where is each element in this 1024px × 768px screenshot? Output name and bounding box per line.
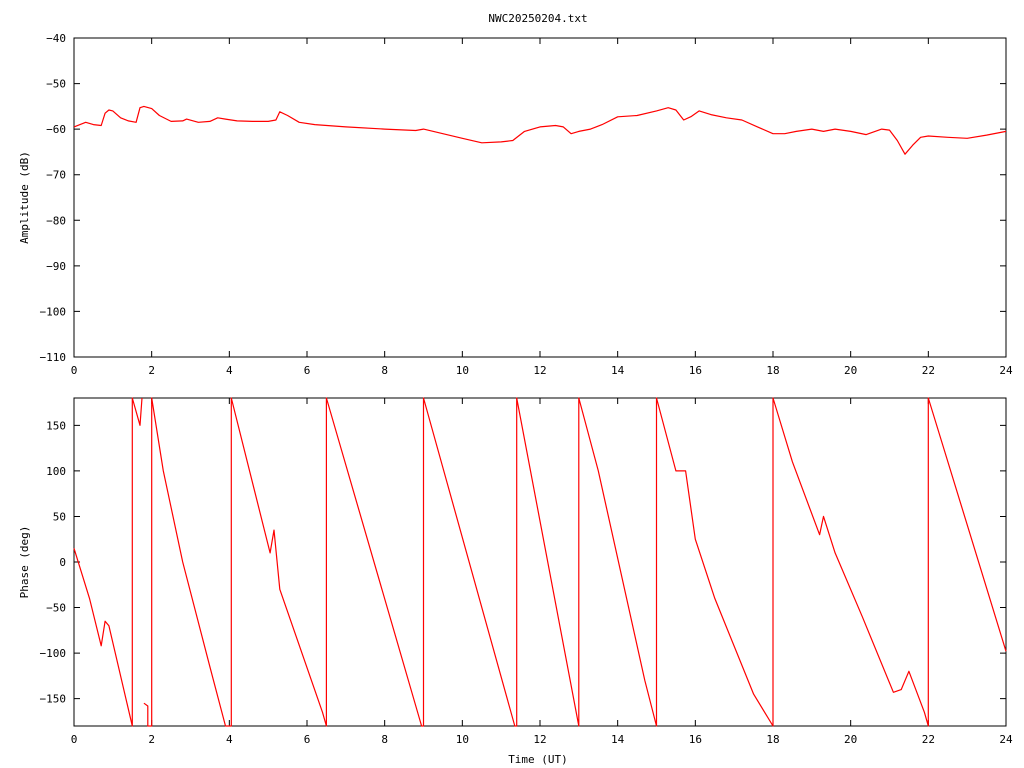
plot-frame [73,37,1007,358]
y-tick-label: −100 [40,305,67,318]
x-tick-label: 24 [999,364,1013,377]
y-tick-label: −90 [46,260,66,273]
x-tick-label: 2 [148,733,155,746]
x-tick-label: 0 [71,364,78,377]
x-tick-label: 24 [999,733,1013,746]
x-tick-label: 10 [456,364,469,377]
amplitude-series-line [73,105,1007,155]
x-tick-label: 12 [533,733,546,746]
chart-title: NWC20250204.txt [488,12,587,25]
x-tick-label: 8 [381,364,388,377]
x-tick-label: 12 [533,364,546,377]
x-tick-label: 16 [689,364,702,377]
x-tick-label: 8 [381,733,388,746]
y-tick-label: −100 [40,647,67,660]
x-tick-label: 10 [456,733,469,746]
y-tick-label: 150 [46,419,66,432]
x-tick-label: 4 [226,733,233,746]
amplitude-panel: 0 2 4 6 8 10 12 14 16 18 20 22 24−110−100−90−80−70−6… [18,32,1013,377]
x-tick-label: 22 [922,364,935,377]
x-axis-label: Time (UT) [508,753,568,766]
x-tick-label: 18 [766,364,779,377]
x-tick-label: 20 [844,364,857,377]
y-tick-label: −50 [46,78,66,91]
y-axis-label: Amplitude (dB) [18,151,31,244]
x-tick-label: 0 [71,733,78,746]
phase-panel: 0 2 4 6 8 10 12 14 16 18 20 22 24−150−100−5005010015… [18,397,1013,766]
y-tick-label: −150 [40,693,67,706]
phase-series-line [73,397,1007,727]
x-tick-label: 18 [766,733,779,746]
x-tick-label: 22 [922,733,935,746]
y-tick-label: 100 [46,465,66,478]
y-tick-label: −70 [46,169,66,182]
x-tick-label: 6 [304,364,311,377]
x-tick-label: 20 [844,733,857,746]
x-tick-label: 4 [226,364,233,377]
x-tick-label: 6 [304,733,311,746]
y-tick-label: −60 [46,123,66,136]
y-tick-label: 50 [53,510,66,523]
y-tick-label: 0 [59,556,66,569]
y-tick-label: −50 [46,602,66,615]
plot-frame [73,397,1007,727]
y-tick-label: −110 [40,351,67,364]
x-tick-label: 14 [611,733,625,746]
x-tick-label: 16 [689,733,702,746]
y-axis-label: Phase (deg) [18,526,31,599]
x-tick-label: 14 [611,364,625,377]
x-tick-label: 2 [148,364,155,377]
y-tick-label: −80 [46,214,66,227]
y-tick-label: −40 [46,32,66,45]
